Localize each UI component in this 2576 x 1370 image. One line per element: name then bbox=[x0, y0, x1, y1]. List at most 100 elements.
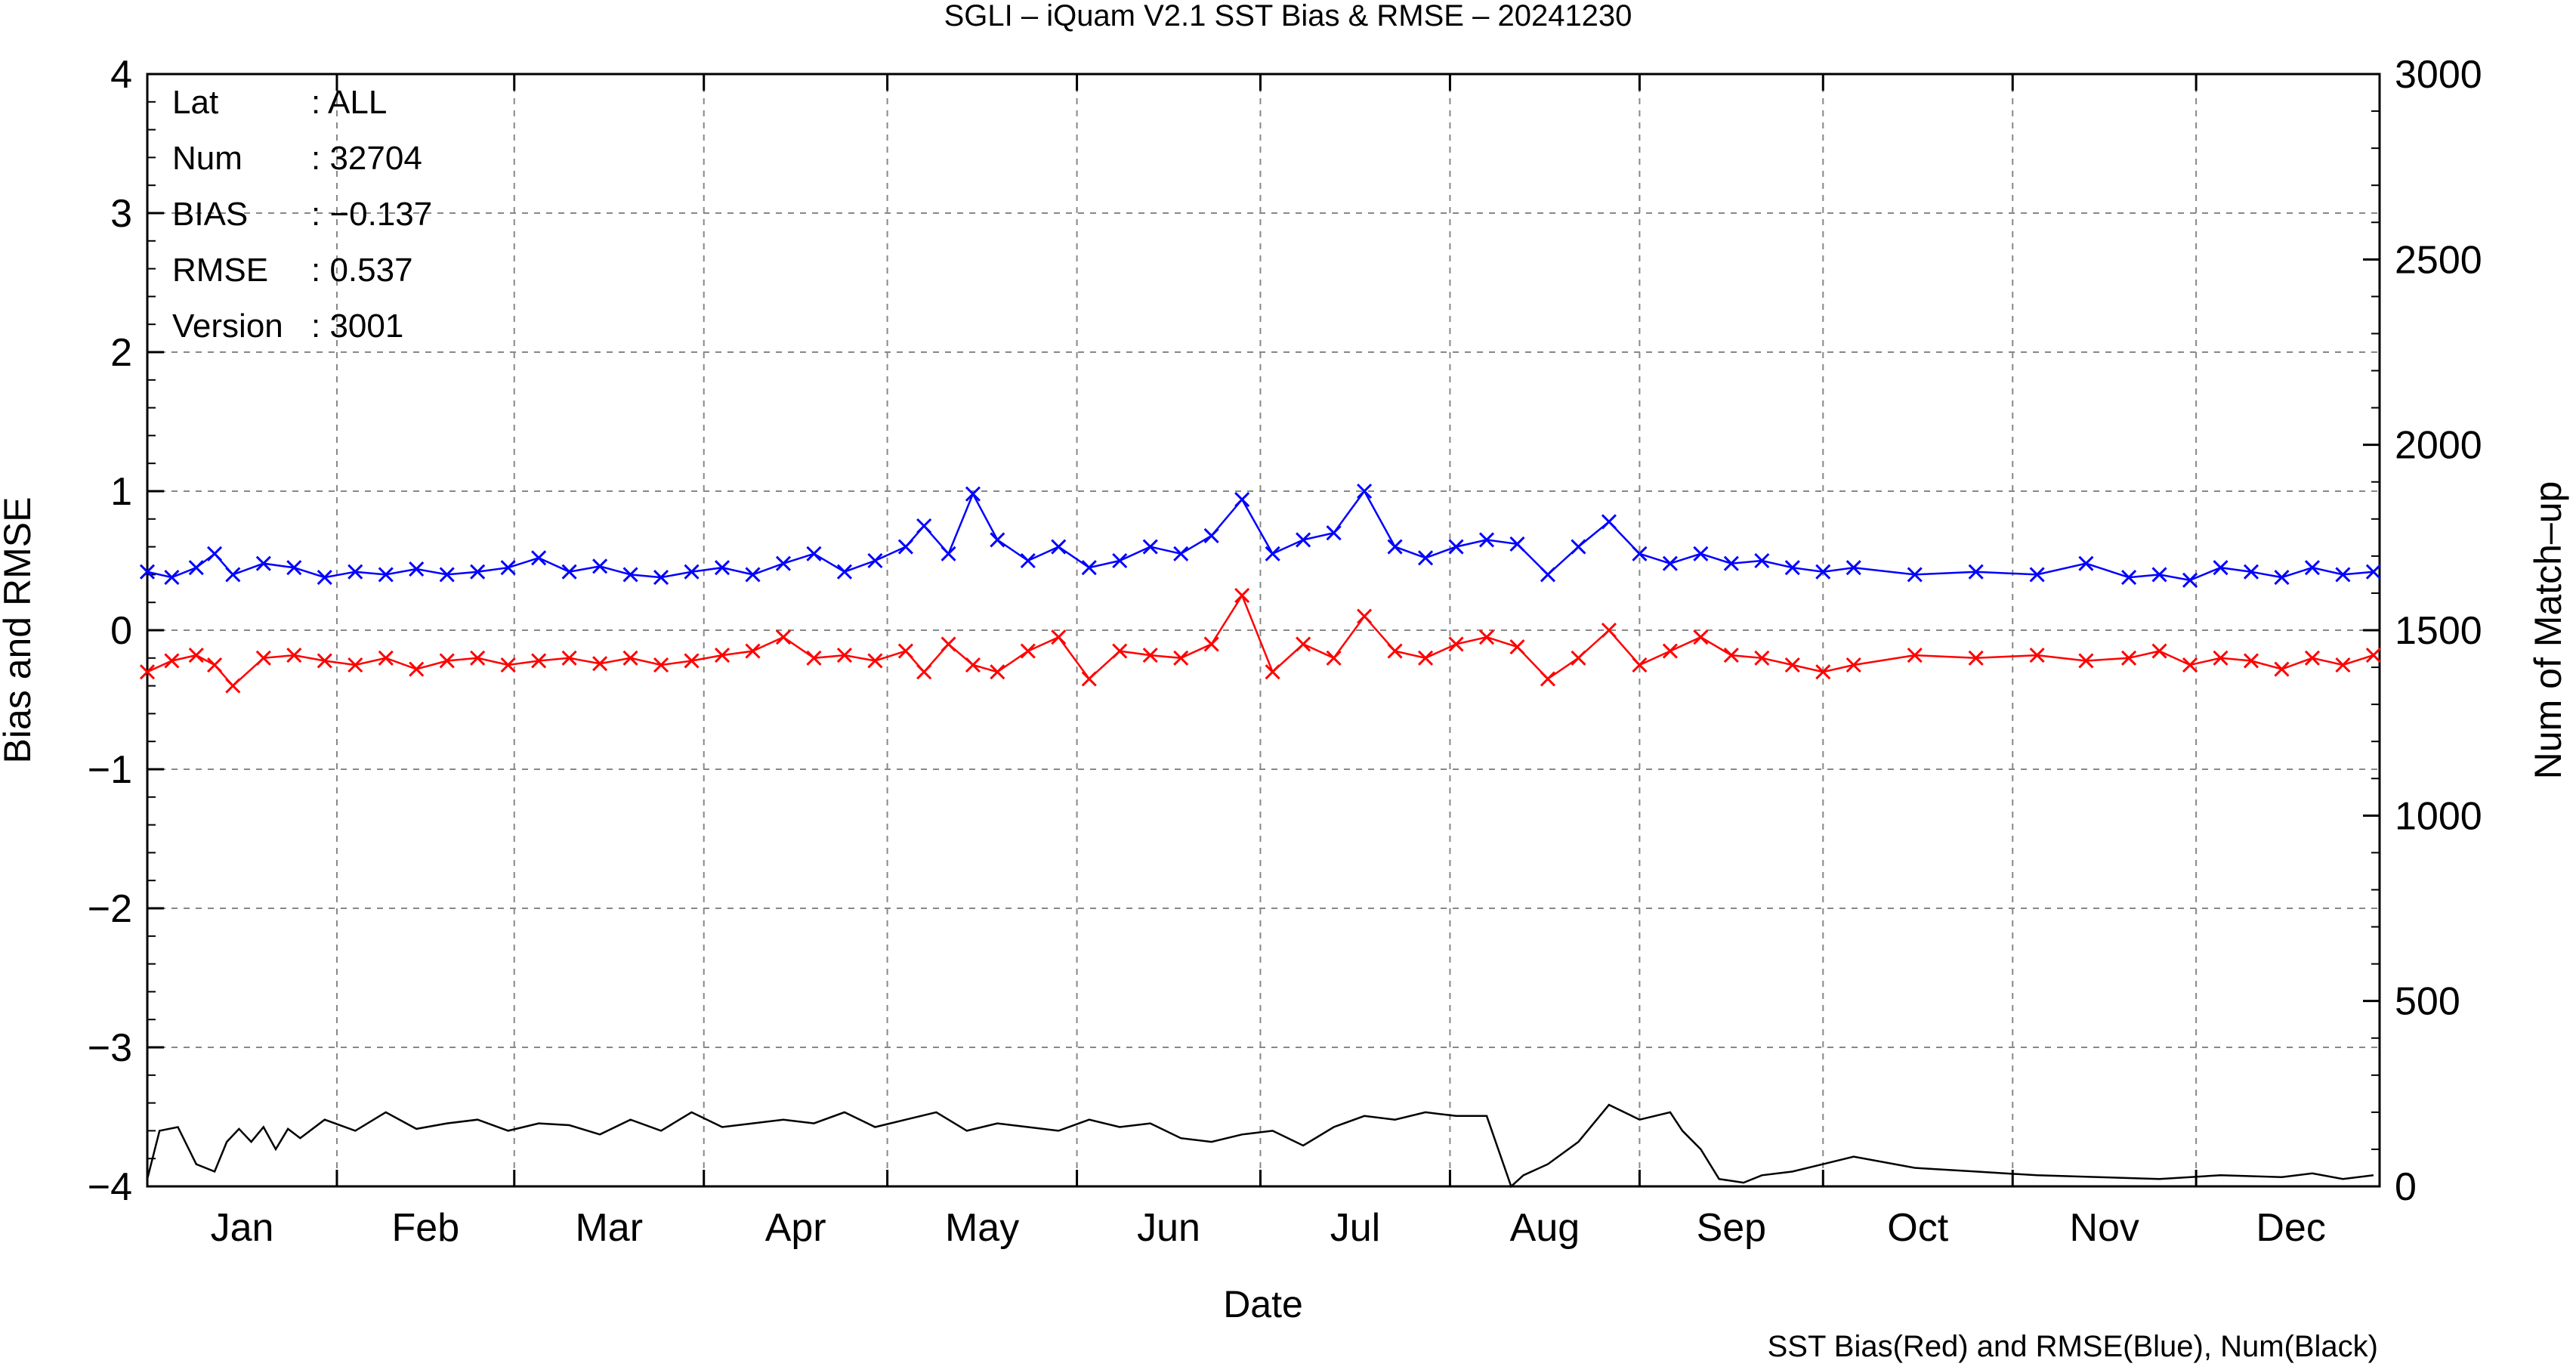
bias-point bbox=[2335, 657, 2351, 673]
bias-point bbox=[500, 657, 516, 673]
bias-point bbox=[1296, 636, 1311, 652]
y-tick-label: 2 bbox=[110, 331, 132, 375]
bias-point bbox=[965, 657, 981, 673]
rmse-point bbox=[965, 486, 981, 502]
left-y-axis: −4 −3 −2 −1 0 1 2 3 4 bbox=[88, 53, 164, 1209]
bias-point bbox=[1632, 657, 1648, 673]
bias-point bbox=[1968, 650, 1984, 666]
y2-axis-label: Num of Match–up bbox=[2527, 481, 2569, 780]
rmse-point bbox=[1173, 546, 1189, 561]
rmse-point bbox=[653, 570, 669, 586]
bias-point bbox=[2365, 648, 2381, 663]
rmse-point bbox=[745, 567, 761, 583]
bias-point bbox=[1326, 650, 1342, 666]
rmse-point bbox=[2213, 560, 2229, 576]
y-tick-label: −1 bbox=[88, 748, 132, 792]
num-line bbox=[146, 1103, 2374, 1189]
y2-tick-label: 2500 bbox=[2395, 238, 2482, 282]
rmse-series bbox=[139, 483, 2381, 588]
bias-point bbox=[1540, 671, 1556, 687]
chart-title: SGLI – iQuam V2.1 SST Bias & RMSE – 2024… bbox=[944, 0, 1632, 32]
rmse-point bbox=[1020, 552, 1036, 569]
bias-point bbox=[1815, 664, 1831, 680]
y-tick-label: 4 bbox=[110, 53, 132, 97]
rmse-point bbox=[1601, 514, 1617, 530]
rmse-point bbox=[2365, 564, 2381, 580]
rmse-point bbox=[2029, 567, 2045, 583]
rmse-point bbox=[378, 567, 394, 583]
bias-point bbox=[347, 657, 363, 673]
rmse-point bbox=[1662, 555, 1678, 571]
bias-point bbox=[470, 650, 486, 666]
rmse-point bbox=[806, 546, 822, 561]
bias-point bbox=[409, 661, 425, 677]
rmse-point bbox=[409, 561, 425, 577]
x-tick-label: Nov bbox=[2069, 1206, 2139, 1250]
rmse-point bbox=[206, 546, 223, 561]
rmse-point bbox=[2078, 555, 2094, 571]
bias-point bbox=[2182, 657, 2198, 673]
rmse-point bbox=[1142, 539, 1158, 555]
bias-point bbox=[1754, 650, 1770, 666]
rmse-point bbox=[1357, 483, 1373, 499]
footnote: SST Bias(Red) and RMSE(Blue), Num(Black) bbox=[1768, 1330, 2378, 1363]
bias-point bbox=[592, 656, 608, 672]
bias-point bbox=[1662, 643, 1678, 659]
bias-point bbox=[2213, 650, 2229, 666]
rmse-point bbox=[2121, 570, 2137, 586]
rmse-point bbox=[2182, 572, 2198, 588]
bias-point bbox=[775, 629, 792, 645]
bias-point bbox=[1234, 587, 1250, 604]
x-tick-label: Mar bbox=[575, 1206, 643, 1250]
rmse-point bbox=[1112, 552, 1128, 569]
x-tick-label: Jan bbox=[211, 1206, 274, 1250]
info-box: Lat: ALL Num: 32704 BIAS: −0.137 RMSE: 0.53… bbox=[172, 84, 432, 345]
bias-point bbox=[1509, 639, 1525, 655]
info-value: : 32704 bbox=[311, 140, 422, 177]
bias-point bbox=[1417, 650, 1434, 666]
rmse-point bbox=[1846, 560, 1861, 576]
rmse-point bbox=[1478, 532, 1495, 548]
bias-point bbox=[867, 653, 883, 669]
bias-point bbox=[1142, 648, 1158, 663]
bias-point bbox=[1051, 629, 1067, 645]
y2-tick-label: 500 bbox=[2395, 980, 2460, 1024]
bias-series bbox=[139, 587, 2381, 694]
rmse-point bbox=[897, 539, 913, 555]
rmse-point bbox=[775, 555, 792, 571]
bias-point bbox=[1020, 643, 1036, 659]
bias-point bbox=[1693, 629, 1709, 645]
x-tick-label: Jun bbox=[1137, 1206, 1200, 1250]
info-label: Num bbox=[172, 140, 242, 177]
rmse-point bbox=[139, 564, 156, 580]
y-tick-label: 3 bbox=[110, 192, 132, 236]
rmse-point bbox=[622, 567, 638, 583]
bias-point bbox=[1387, 643, 1403, 659]
rmse-point bbox=[1296, 532, 1311, 548]
bias-point bbox=[1784, 657, 1800, 673]
x-axis: Jan Feb Mar Apr May Jun Jul Aug Sep Oct Nov Dec bbox=[211, 74, 2326, 1250]
bias-point bbox=[1203, 636, 1219, 652]
bias-point bbox=[1571, 650, 1586, 666]
bias-point bbox=[2243, 653, 2259, 669]
bias-point bbox=[806, 650, 822, 666]
rmse-point bbox=[1203, 527, 1219, 543]
x-tick-label: Feb bbox=[392, 1206, 460, 1250]
bias-point bbox=[1478, 629, 1495, 645]
rmse-point bbox=[1754, 552, 1770, 569]
rmse-point bbox=[990, 532, 1005, 548]
rmse-point bbox=[1051, 539, 1067, 555]
bias-point bbox=[531, 653, 547, 669]
rmse-point bbox=[1448, 539, 1464, 555]
rmse-point bbox=[1968, 564, 1984, 580]
bias-point bbox=[1081, 671, 1097, 687]
bias-point bbox=[714, 648, 730, 663]
bias-point bbox=[286, 648, 302, 663]
bias-point bbox=[164, 653, 180, 669]
rmse-point bbox=[2274, 570, 2290, 586]
x-tick-label: Dec bbox=[2256, 1206, 2325, 1250]
rmse-point bbox=[1326, 525, 1342, 541]
rmse-point bbox=[439, 567, 455, 583]
bias-point bbox=[2304, 650, 2321, 666]
rmse-point bbox=[470, 564, 486, 580]
